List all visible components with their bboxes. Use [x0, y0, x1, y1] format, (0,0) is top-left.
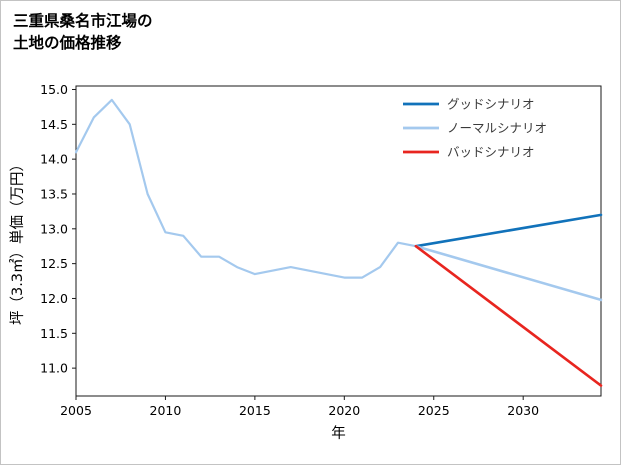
chart-title-line2: 土地の価格推移	[13, 34, 122, 53]
y-axis-tick-label: 11.0	[40, 361, 68, 376]
x-axis-tick-label: 2010	[150, 403, 182, 418]
series-line-normal	[414, 244, 603, 302]
x-axis-tick-label: 2030	[507, 403, 539, 418]
legend-label-normal: ノーマルシナリオ	[447, 121, 547, 136]
chart-title-line1: 三重県桑名市江場の	[13, 12, 153, 30]
x-axis-tick-label: 2015	[239, 403, 271, 418]
series-line-good	[414, 213, 603, 248]
y-axis-tick-label: 13.0	[40, 221, 68, 236]
y-axis-tick-label: 14.0	[40, 152, 68, 167]
x-axis-tick-label: 2025	[418, 403, 450, 418]
y-axis-tick-label: 13.5	[40, 186, 68, 201]
x-axis-tick-label: 2020	[328, 403, 360, 418]
y-axis-tick-label: 15.0	[40, 82, 68, 97]
legend-label-good: グッドシナリオ	[447, 97, 535, 112]
y-axis-label: 坪（3.3㎡）単価（万円）	[9, 157, 26, 325]
x-axis-label: 年	[331, 425, 346, 442]
y-axis-tick-label: 12.0	[40, 291, 68, 306]
y-axis-tick-label: 14.5	[40, 117, 68, 132]
x-axis-tick-label: 2005	[60, 403, 92, 418]
series-line-history	[74, 98, 417, 279]
legend-label-bad: バッドシナリオ	[447, 145, 535, 160]
y-axis-tick-label: 11.5	[40, 326, 68, 341]
y-axis-tick-label: 12.5	[40, 256, 68, 271]
chart-title: 三重県桑名市江場の 土地の価格推移	[13, 10, 153, 55]
plot-area	[75, 85, 602, 397]
series-line-bad	[414, 244, 603, 387]
